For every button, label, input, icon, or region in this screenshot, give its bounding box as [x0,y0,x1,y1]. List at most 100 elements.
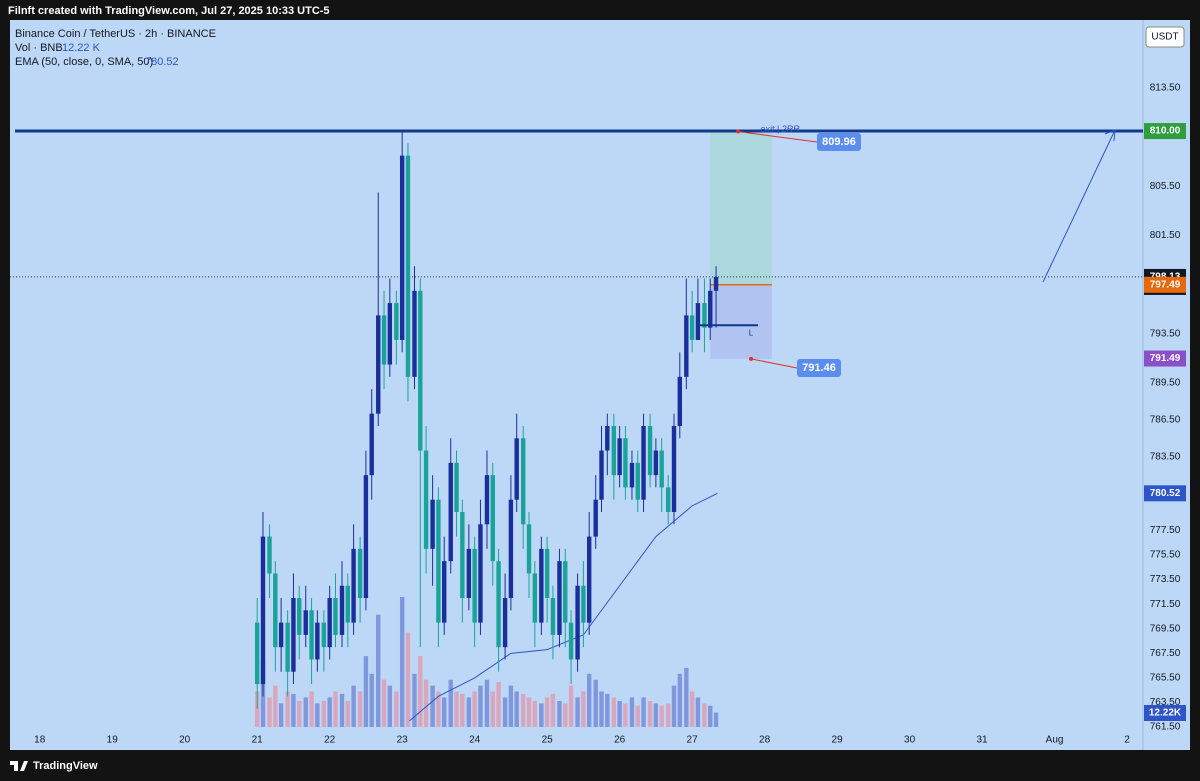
volume-bar [647,701,653,727]
volume-bar [539,703,544,727]
y-tick-label: 805.50 [1150,181,1181,192]
volume-bar [665,703,671,727]
volume-bar [557,701,562,727]
candle-body [357,548,363,599]
x-tick-label: 26 [614,735,626,746]
volume-bar [526,697,532,727]
candle-body [539,548,544,623]
candle-body [315,622,320,660]
candle-body [333,598,338,635]
y-tick-label: 771.50 [1150,599,1181,610]
candle-body [684,315,689,377]
volume-bar [285,691,290,727]
volume-bar [394,691,399,727]
volume-bar [273,685,278,727]
candle-body [351,548,356,623]
y-tick-label: 789.50 [1150,378,1181,389]
candle-body [713,276,719,291]
candle-body [309,610,314,660]
x-tick-label: 28 [759,735,771,746]
candle-body [466,548,472,599]
candle-body [568,622,574,660]
candle-body [671,425,677,513]
volume-bar [611,697,617,727]
volume-bar [623,703,628,727]
y-tick-label: 801.50 [1150,230,1181,241]
y-tick-label: 761.50 [1150,722,1181,733]
y-tick-label: 767.50 [1150,648,1181,659]
candle-body [321,622,327,648]
candle-body [327,598,332,648]
x-tick-label: 30 [904,735,916,746]
currency: USDT [1151,32,1178,43]
candle-body [412,290,417,377]
price-tag [1144,485,1186,502]
volume-bar [405,632,411,727]
y-tick-label: 765.50 [1150,673,1181,684]
x-tick-label: 29 [832,735,844,746]
candle-body [550,598,556,635]
callout-box [797,359,841,377]
volume-bar [702,703,707,727]
volume-tag-label: 12.22K [1149,708,1182,719]
footer-brand: TradingView [33,760,98,772]
volume-bar [448,679,453,727]
candle-body [557,561,562,635]
volume-bar [315,703,320,727]
volume-bar [677,673,682,727]
candle-body [278,622,284,648]
candle-body [303,610,308,635]
callout-label: 791.46 [802,362,836,374]
volume-bar [291,693,296,727]
volume-bar [575,697,580,727]
x-tick-label: 27 [687,735,699,746]
callout-label: 809.96 [822,136,856,148]
volume-bar [278,703,284,727]
position-target-zone [710,131,772,285]
x-tick-label: 2 [1124,735,1130,746]
y-tick-label: 813.50 [1150,83,1181,94]
candle-body [611,425,617,476]
volume-bar [521,693,526,727]
y-tick-label: 793.50 [1150,328,1181,339]
volume-bar [381,679,387,727]
volume-bar [532,701,538,727]
volume-bar [684,667,689,727]
volume-bar [297,701,302,727]
candle-body [521,438,526,525]
volume-bar [436,691,441,727]
candle-body [544,548,550,599]
candle-body [605,425,610,451]
candle-body [653,450,659,476]
candle-body [689,315,695,340]
volume-bar [502,697,508,727]
candle-body [641,425,646,500]
volume-bar [321,701,327,727]
arrow-head [1104,129,1116,142]
candle-body [254,622,260,685]
logo [10,761,28,771]
candle-body [677,376,682,426]
price-tag [1144,276,1186,293]
x-tick-label: 31 [977,735,989,746]
volume-bar [568,685,574,727]
y-tick-label: 773.50 [1150,574,1181,585]
x-tick-label: 23 [397,735,409,746]
ema-legend: EMA (50, close, 0, SMA, 50) [15,56,153,68]
candle-body [532,573,538,623]
volume-bar [345,701,350,727]
candle-body [297,598,302,635]
x-tick-label: 19 [107,735,119,746]
volume-bar [586,673,592,727]
symbol-title: Binance Coin / TetherUS · 2h · BINANCE [15,28,216,40]
volume-bar [423,679,429,727]
volume-bar [713,712,719,727]
candle-body [363,475,369,599]
volume-bar [563,703,568,727]
candle-body [436,499,441,623]
candle-body [472,548,477,623]
candle-body [454,462,459,513]
candle-body [478,524,483,623]
currency-box[interactable] [1145,26,1185,48]
